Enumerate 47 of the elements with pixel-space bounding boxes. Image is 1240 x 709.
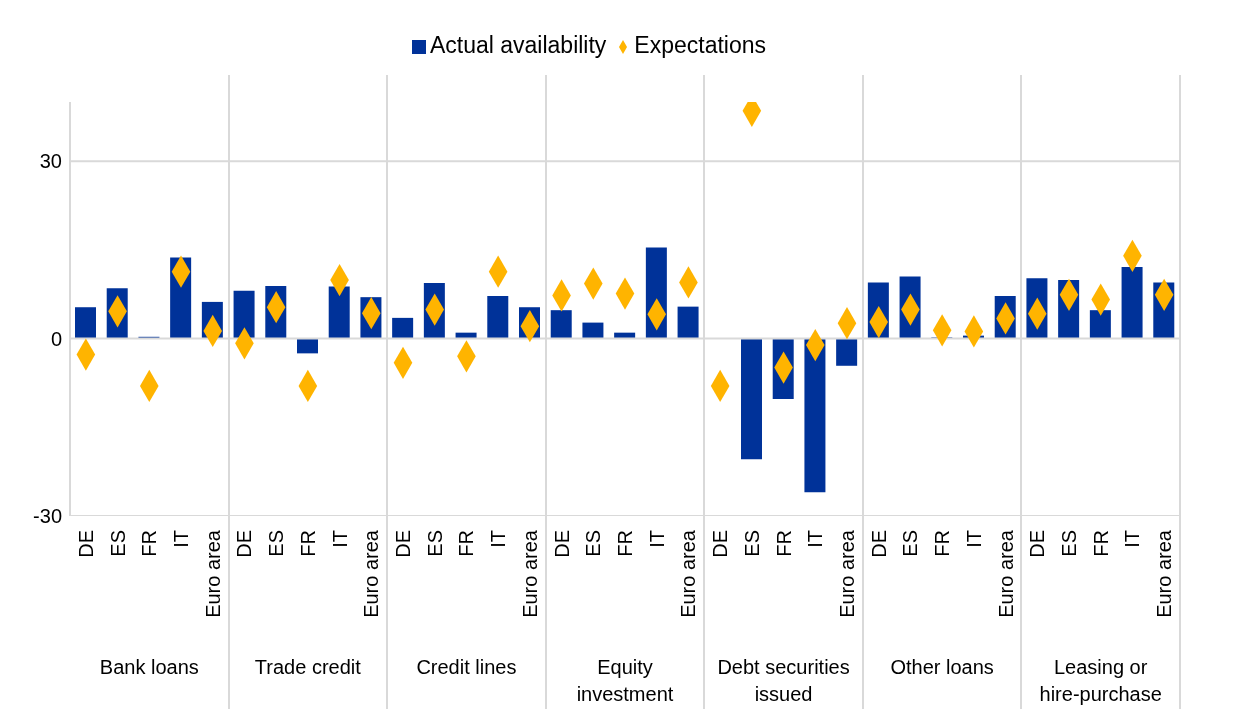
x-tick-label: ES xyxy=(1058,530,1080,557)
x-tick-label: DE xyxy=(550,530,573,558)
x-tick-label: ES xyxy=(582,530,605,557)
x-tick-label: Euro area xyxy=(994,529,1017,618)
x-tick-label: ES xyxy=(423,530,446,557)
x-tick-label: DE xyxy=(233,530,256,558)
text: Bank loans xyxy=(99,656,199,678)
text: Equity investment xyxy=(576,656,674,705)
x-tick-label: Euro area xyxy=(1153,529,1176,618)
y-tick-label: 0 xyxy=(50,327,62,350)
x-tick-label: FR xyxy=(614,530,636,557)
x-tick-label: DE xyxy=(74,530,97,558)
x-tick-label: IT xyxy=(962,530,985,548)
x-tick-label: DE xyxy=(709,530,732,558)
x-tick-label: Euro area xyxy=(360,529,383,618)
x-tick-label: IT xyxy=(328,530,351,548)
x-tick-label: FR xyxy=(931,530,954,557)
x-tick-label: Euro area xyxy=(518,529,541,618)
legend-label: Expectations xyxy=(634,32,767,58)
y-tick-label: 30 xyxy=(39,150,62,173)
text: Credit lines xyxy=(416,656,517,678)
legend-label: Actual availability xyxy=(429,32,607,58)
x-tick-label: DE xyxy=(392,530,414,558)
x-tick-label: IT xyxy=(1121,530,1144,548)
x-tick-label: FR xyxy=(138,530,161,557)
x-tick-label: IT xyxy=(804,530,827,548)
x-tick-label: IT xyxy=(487,530,510,548)
x-tick-label: DE xyxy=(1026,530,1049,558)
text: Debt securities issued xyxy=(717,656,850,705)
x-tick-label: IT xyxy=(170,530,192,548)
text: Leasing or hire-purchase xyxy=(1039,656,1162,705)
x-tick-label: Euro area xyxy=(201,529,224,618)
x-tick-label: Euro area xyxy=(677,529,700,618)
x-tick-label: FR xyxy=(296,530,319,557)
x-tick-label: IT xyxy=(645,530,668,548)
text: Trade credit xyxy=(254,656,361,678)
x-tick-label: FR xyxy=(455,530,478,557)
x-tick-label: DE xyxy=(867,530,890,558)
x-tick-label: ES xyxy=(899,530,922,557)
x-tick-label: ES xyxy=(106,530,129,557)
x-tick-label: FR xyxy=(1089,530,1112,557)
x-tick-label: ES xyxy=(740,530,763,557)
x-tick-label: FR xyxy=(772,530,795,557)
y-tick-label: -30 xyxy=(33,505,62,528)
x-tick-label: Euro area xyxy=(836,529,858,618)
x-tick-label: ES xyxy=(265,530,288,557)
text: Other loans xyxy=(890,656,994,678)
